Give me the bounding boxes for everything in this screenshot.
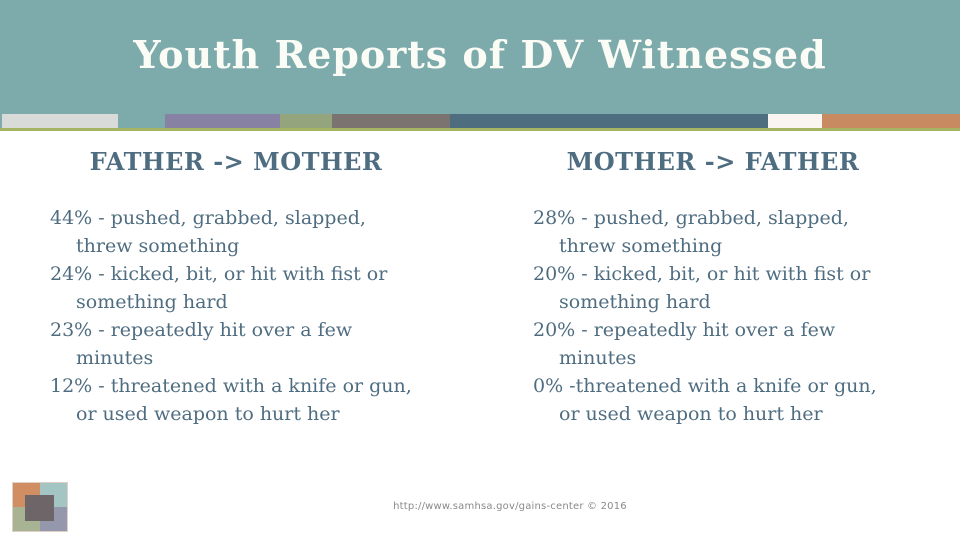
stat-item: 44% - pushed, grabbed, slapped, threw so… [50, 207, 366, 257]
stat-item: 0% -threatened with a knife or gun, or u… [533, 375, 877, 425]
accent-strip-block-brown [332, 114, 450, 128]
column-father-to-mother: FATHER -> MOTHER 44% - pushed, grabbed, … [50, 148, 422, 428]
stat-list-father-to-mother: 44% - pushed, grabbed, slapped, threw so… [50, 204, 422, 428]
stat-item: 12% - threatened with a knife or gun, or… [50, 375, 412, 425]
accent-strip-block-cream [768, 114, 822, 128]
logo-square-center-dark [25, 495, 54, 521]
accent-strip-block-copper [822, 114, 960, 128]
accent-underline [0, 128, 960, 131]
accent-strip-block-gray [2, 114, 118, 128]
column-mother-to-father: MOTHER -> FATHER 28% - pushed, grabbed, … [533, 148, 893, 428]
accent-strip [0, 114, 960, 128]
stat-item: 28% - pushed, grabbed, slapped, threw so… [533, 207, 849, 257]
accent-strip-block-olive [280, 114, 332, 128]
column-heading-mother-to-father: MOTHER -> FATHER [566, 147, 860, 176]
stat-item: 20% - kicked, bit, or hit with fist or s… [533, 263, 871, 313]
stat-item: 24% - kicked, bit, or hit with fist or s… [50, 263, 388, 313]
slide-header: Youth Reports of DV Witnessed [0, 0, 960, 114]
stat-item: 20% - repeatedly hit over a few minutes [533, 319, 836, 369]
accent-strip-block-teal [118, 114, 165, 128]
footer-link: http://www.samhsa.gov/gains-center © 201… [393, 501, 627, 512]
slide-title: Youth Reports of DV Witnessed [133, 31, 827, 77]
stat-item: 23% - repeatedly hit over a few minutes [50, 319, 353, 369]
accent-strip-block-purple [165, 114, 280, 128]
column-heading-father-to-mother: FATHER -> MOTHER [89, 147, 383, 176]
stat-list-mother-to-father: 28% - pushed, grabbed, slapped, threw so… [533, 204, 893, 428]
theme-logo-squares [12, 482, 68, 532]
accent-strip-block-slate [450, 114, 768, 128]
